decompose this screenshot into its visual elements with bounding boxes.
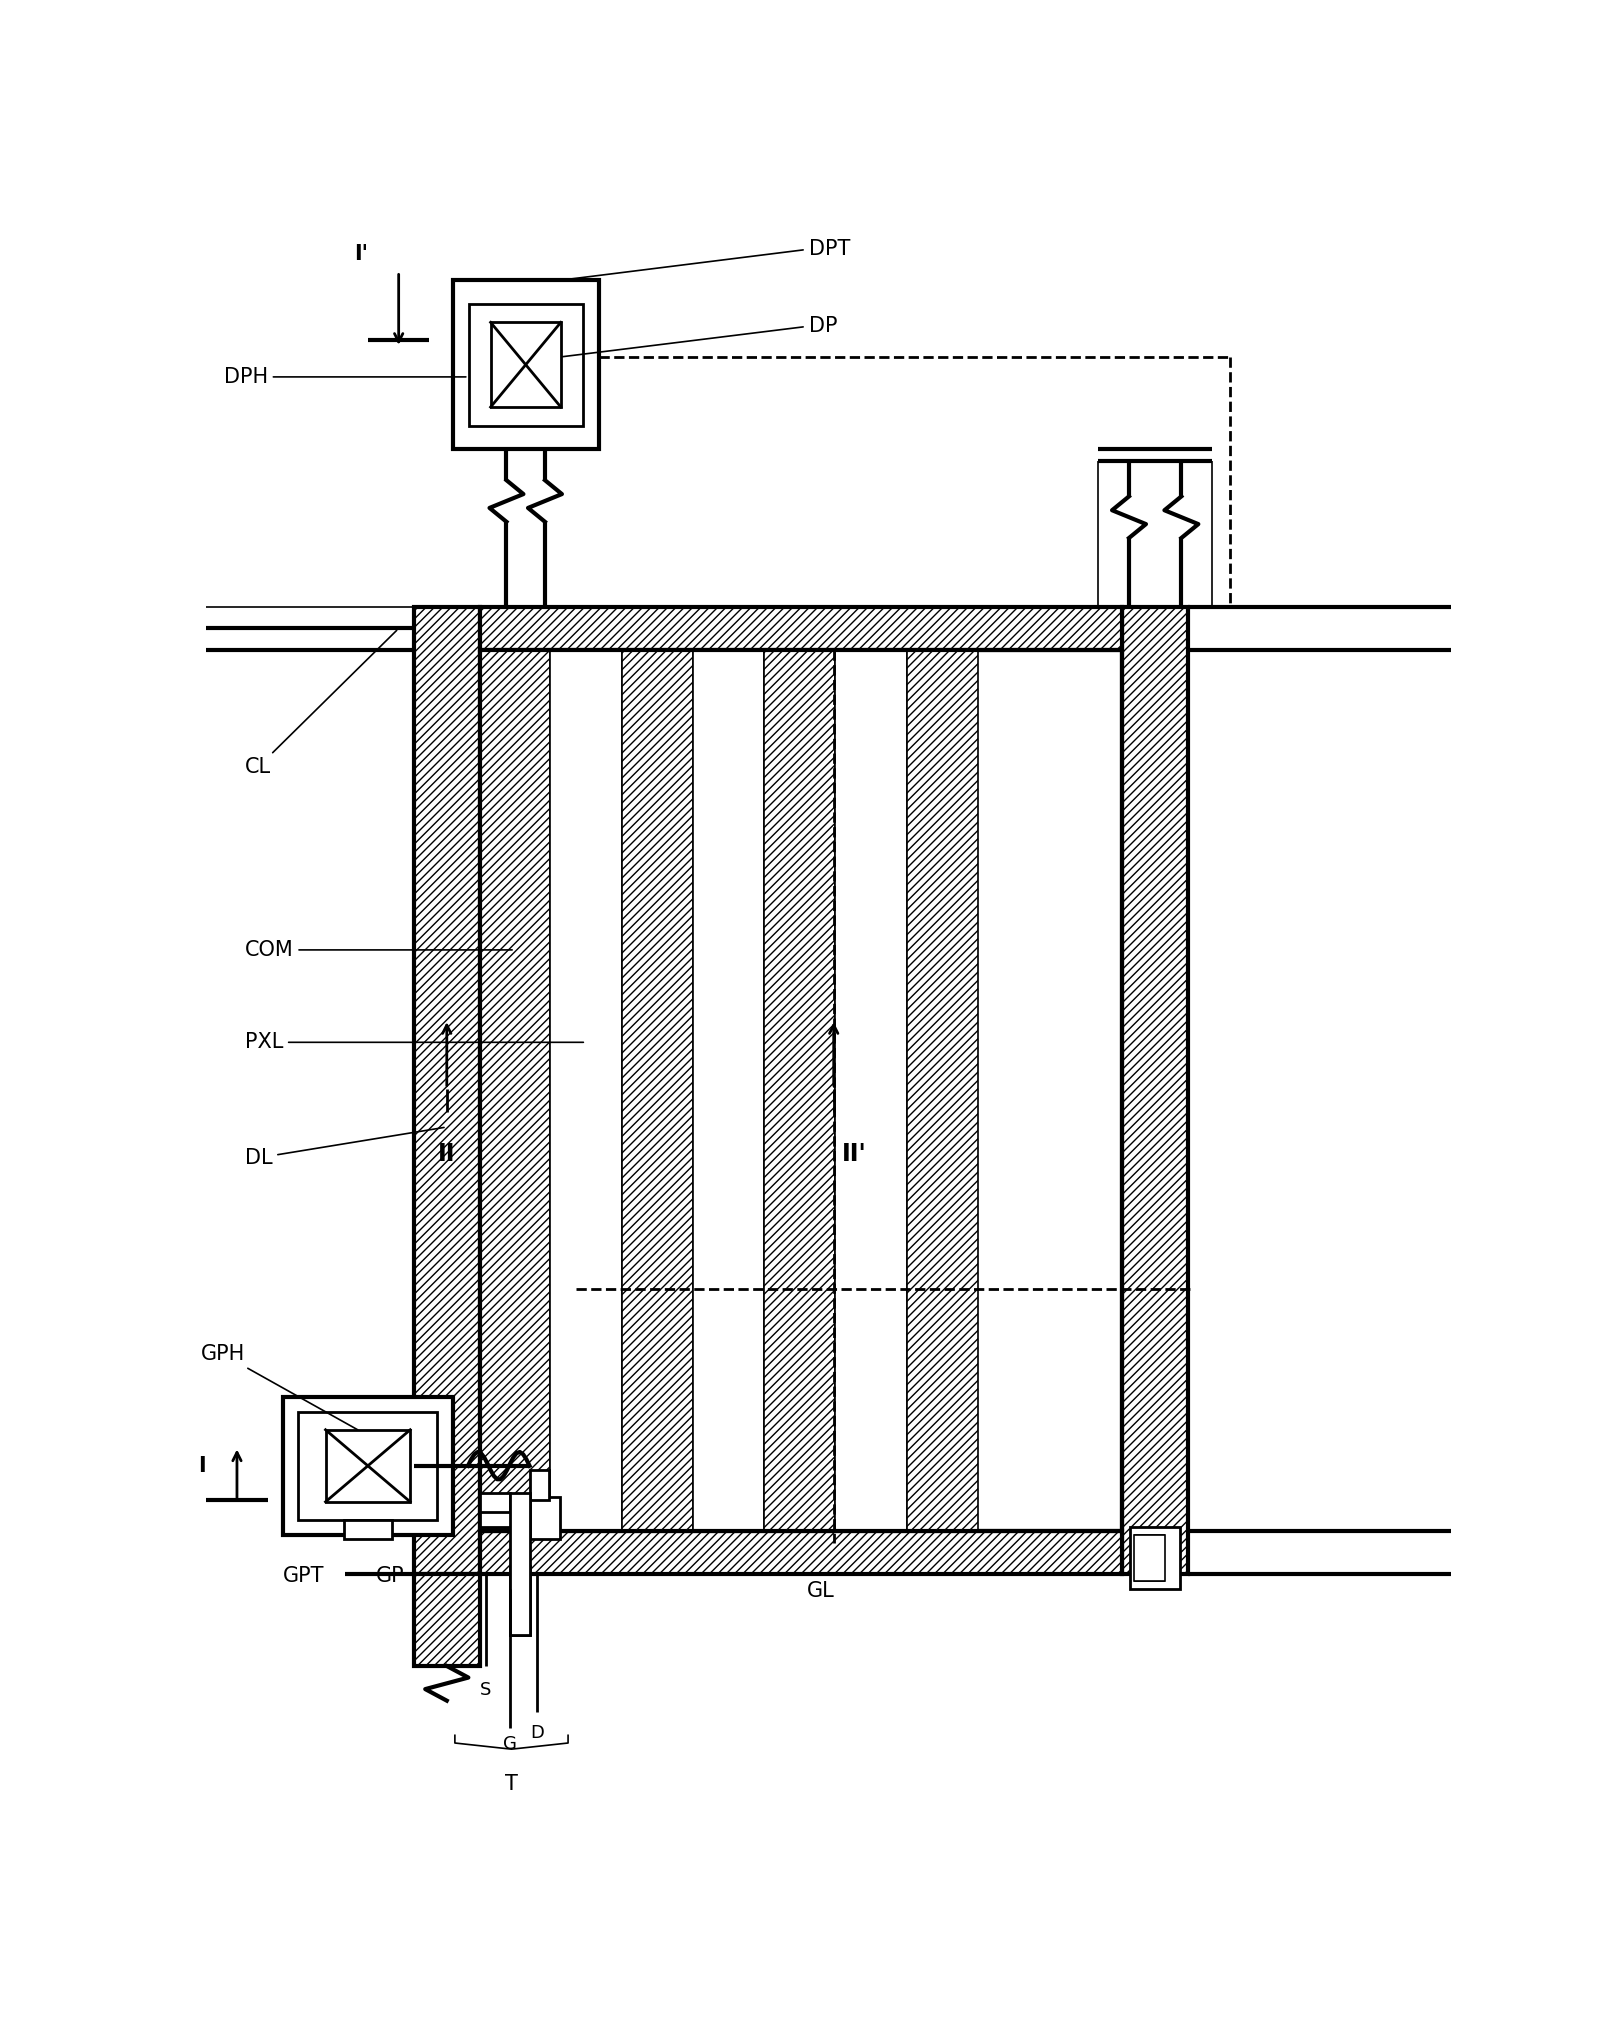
Text: PXL: PXL [244, 1032, 584, 1052]
Bar [480, 1492, 511, 1528]
Text: GPT: GPT [283, 1567, 325, 1585]
Bar [511, 1492, 530, 1635]
Text: G: G [503, 1734, 517, 1752]
Bar [1134, 1534, 1164, 1581]
Bar [453, 281, 598, 450]
Bar [1130, 1528, 1180, 1589]
Text: DPH: DPH [223, 367, 466, 388]
Bar [480, 1512, 530, 1528]
Bar [623, 650, 692, 1530]
Text: T: T [505, 1775, 517, 1793]
Bar [511, 1567, 530, 1635]
Bar [1122, 608, 1188, 1573]
Text: GL: GL [807, 1581, 834, 1601]
Bar [325, 1429, 411, 1502]
Text: CL: CL [244, 630, 396, 777]
Bar [343, 1520, 393, 1538]
Bar [480, 650, 550, 1530]
Bar [530, 1496, 561, 1538]
Bar [530, 1470, 548, 1500]
Text: COM: COM [244, 941, 513, 959]
Text: DL: DL [244, 1127, 445, 1167]
Bar [692, 650, 765, 1530]
Text: DP: DP [563, 317, 838, 357]
Text: DPT: DPT [564, 238, 851, 281]
Text: I: I [199, 1456, 207, 1476]
Text: II': II' [841, 1143, 867, 1167]
Text: II: II [438, 1143, 456, 1167]
Bar [480, 1530, 1122, 1573]
Text: S: S [480, 1682, 492, 1700]
Text: D: D [530, 1724, 545, 1742]
Bar [414, 1573, 480, 1666]
Bar [299, 1411, 437, 1520]
Bar [907, 650, 978, 1530]
Bar [765, 650, 836, 1530]
Bar [414, 608, 480, 1573]
Bar [836, 650, 907, 1530]
Bar [283, 1397, 453, 1534]
Text: GPH: GPH [201, 1345, 357, 1429]
Bar [490, 323, 561, 408]
Bar [469, 303, 582, 426]
Bar [480, 608, 1122, 650]
Bar [550, 650, 623, 1530]
Text: GP: GP [375, 1567, 404, 1585]
Text: I': I' [354, 244, 369, 264]
